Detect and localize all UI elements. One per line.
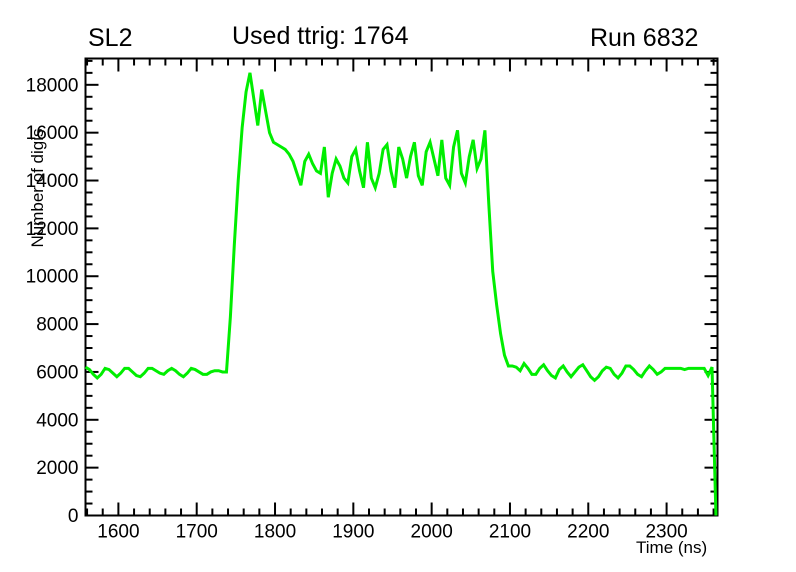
y-axis-ticks: [85, 59, 718, 517]
y-tick-label: 12000: [26, 219, 79, 240]
y-tick-label: 18000: [26, 75, 79, 96]
plot-title-ttrig: Used ttrig: 1764: [232, 22, 409, 50]
x-tick-label: 2000: [411, 522, 453, 543]
x-tick-label: 1700: [176, 522, 218, 543]
y-tick-label: 16000: [26, 123, 79, 144]
x-tick-label: 1900: [332, 522, 374, 543]
x-axis-ticks: [86, 58, 715, 516]
x-axis-tick-labels: 1600 1700 1800 1900 2000 2100 2200 2300: [97, 522, 687, 543]
x-tick-label: 1800: [254, 522, 296, 543]
series-digi-time-box: [84, 72, 718, 516]
x-axis-title: Time (ns): [636, 538, 708, 557]
y-tick-label: 4000: [36, 410, 78, 431]
data-series-line: [84, 72, 718, 516]
y-tick-label: 14000: [26, 171, 79, 192]
x-tick-label: 2100: [489, 522, 531, 543]
y-tick-label: 10000: [26, 267, 79, 288]
plot-label-run: Run 6832: [590, 24, 699, 52]
y-tick-label: 2000: [36, 458, 78, 479]
x-tick-label: 2300: [645, 522, 687, 543]
y-tick-label: 0: [68, 506, 79, 527]
plot-frame: [84, 57, 719, 517]
y-axis-tick-labels: 0 2000 4000 6000 8000 10000 12000 14000 16000 180…: [26, 75, 79, 527]
x-tick-label: 2200: [567, 522, 609, 543]
y-tick-label: 8000: [36, 315, 78, 336]
x-tick-label: 1600: [97, 522, 139, 543]
y-tick-label: 6000: [36, 362, 78, 383]
plot-label-sl: SL2: [88, 24, 133, 52]
